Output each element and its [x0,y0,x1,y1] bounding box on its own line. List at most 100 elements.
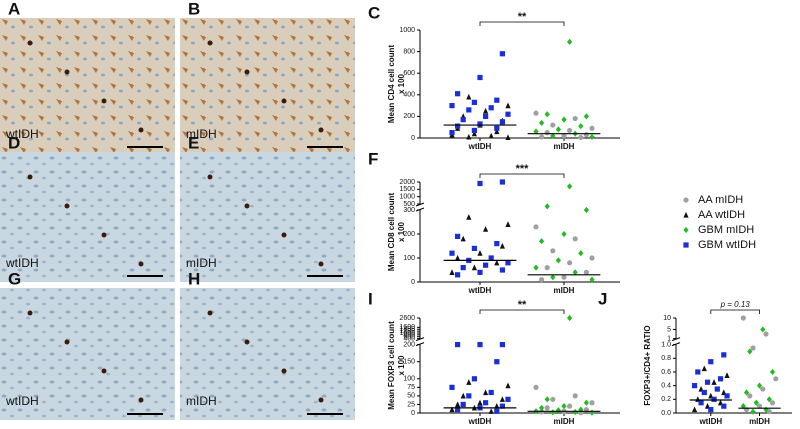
y-tick-label: 0.6 [661,369,671,376]
legend-label: GBM wtIDH [698,239,756,251]
data-point [691,406,698,413]
legend-marker [683,197,689,203]
image-label: wtIDH [5,127,39,141]
data-point [455,406,461,413]
legend-label: GBM mIDH [698,224,754,236]
data-point [483,262,489,268]
data-point [539,404,545,411]
stained-cell [138,127,144,133]
data-point [488,255,494,261]
y-tick-label: 200 [403,113,415,120]
data-point [449,269,455,275]
data-point [477,342,483,348]
y-tick-label: 150 [403,359,415,366]
y-axis-label-line: FOXP3+/CD4+ RATIO [643,325,652,405]
data-point [589,400,595,406]
data-point [753,399,759,406]
data-point [494,241,500,247]
image-label: wtIDH [5,394,39,408]
y-tick-label: 500 [403,201,415,208]
y-axis-label-line: Mean CD8 cell count [387,193,396,272]
x-tick-label: wtIDH [468,286,492,295]
data-point [561,133,567,139]
data-point [769,400,776,406]
data-point [769,368,776,376]
stained-cell [64,203,70,209]
data-point [763,331,769,337]
y-tick-label: 5 [667,326,671,333]
data-point [505,134,511,141]
legend-label: AA wtIDH [698,209,745,221]
stained-cell [27,174,33,180]
data-point [766,396,772,403]
stained-cell [27,40,33,46]
y-tick-label: 1000 [399,27,415,34]
data-point [477,74,483,81]
legend-label: AA mIDH [698,194,743,206]
data-point [743,389,750,396]
micrograph [0,18,175,153]
data-point [466,133,472,140]
data-point [567,260,573,266]
data-point [714,386,720,392]
data-point [455,272,461,278]
chart: 0.0 0.2 0.4 0.6 0.8 1.01 5 10 wtIDH mIDH FOXP3+/CD… [598,289,792,426]
data-point [455,254,461,261]
stained-cell [318,261,324,267]
data-point [505,260,511,266]
y-tick-label: 1600 [399,324,415,331]
y-axis-label: Mean FOXP3 cell countx 100 [387,321,406,410]
data-point [567,38,573,45]
data-point [544,405,550,411]
significance-label: *** [516,163,530,175]
data-point [567,403,573,409]
data-point [455,91,461,97]
stained-cell [101,98,107,104]
data-point [533,224,539,230]
y-tick-label: 100 [403,255,415,262]
y-axis-label-line: Mean FOXP3 cell count [387,321,396,410]
data-point [740,403,746,410]
data-point [505,382,511,389]
data-point [711,396,717,402]
panel-letter: I [368,289,373,308]
data-point [724,372,730,378]
data-point [499,267,505,273]
data-point [572,393,578,399]
data-point [561,230,567,238]
stained-cell [207,40,213,46]
data-point [449,406,455,413]
data-point [544,203,550,210]
data-point [701,365,707,372]
data-point [721,352,727,358]
data-point [550,132,556,139]
y-axis-label: Mean CD4 cell countx 100 [387,45,406,124]
y-axis-label-line: x 100 [397,355,406,376]
data-point [460,117,466,123]
image-label: mIDH [186,394,217,408]
stained-cell [101,368,107,374]
data-point [533,384,539,390]
data-point [561,403,567,410]
data-point [533,264,539,271]
data-point [455,123,461,129]
data-point [483,113,489,119]
data-point [760,386,766,392]
y-axis-label: Mean CD8 cell countx 100 [387,193,406,272]
data-point [550,122,556,128]
data-point [466,93,472,100]
x-tick-label: mIDH [749,417,770,426]
y-tick-label: 25 [407,401,415,408]
y-tick-label: 200 [403,341,415,348]
data-point [483,389,489,396]
panel-letter: C [368,3,380,22]
data-point [466,214,472,220]
data-point [550,274,556,281]
data-point [704,379,711,385]
stained-cell [281,232,287,238]
data-point [494,359,500,365]
y-tick-label: 10 [663,315,671,322]
